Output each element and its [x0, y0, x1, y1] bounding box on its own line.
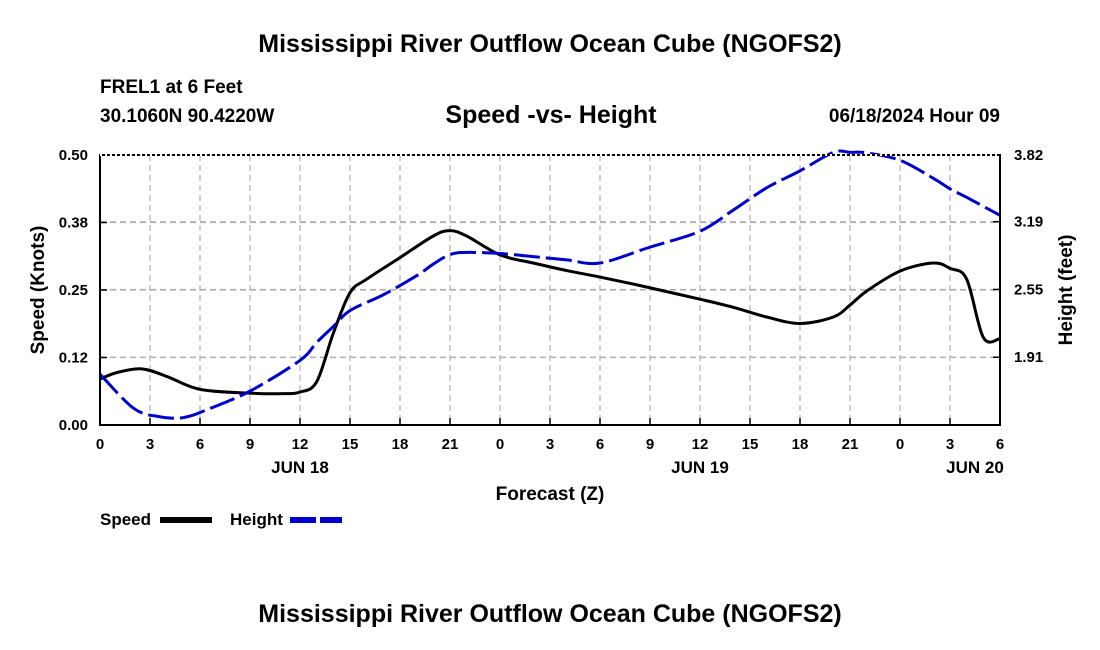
y-left-tick-label: 0.25 [59, 282, 88, 299]
station-coords: 30.1060N 90.4220W [100, 106, 275, 127]
legend-height-label: Height [230, 510, 283, 529]
station-name: FREL1 at 6 Feet [100, 77, 243, 98]
legend: Speed Height [100, 510, 342, 529]
y-right-tick-label: 3.82 [1014, 147, 1043, 164]
day-label: JUN 18 [271, 458, 329, 477]
x-tick-label: 9 [246, 436, 254, 453]
height-series-line [98, 149, 1001, 420]
speed-height-chart: 0 3 6 9 12 15 18 21 0 3 6 9 12 15 18 21 0 3 6 JUN 18 JUN 19 J… [28, 147, 1077, 529]
y-left-tick-label: 0.38 [59, 215, 88, 232]
x-tick-label: 6 [596, 436, 604, 453]
day-label: JUN 20 [946, 458, 1004, 477]
x-tick-label: 3 [146, 436, 154, 453]
x-tick-label: 3 [546, 436, 554, 453]
x-tick-label: 15 [342, 436, 359, 453]
x-tick-label: 21 [442, 436, 459, 453]
x-tick-label: 3 [946, 436, 954, 453]
page-title: Mississippi River Outflow Ocean Cube (NG… [258, 30, 842, 58]
x-tick-label: 0 [896, 436, 904, 453]
y-right-tick-label: 1.91 [1014, 349, 1043, 366]
x-tick-label: 9 [646, 436, 654, 453]
x-tick-label: 0 [96, 436, 104, 453]
chart-title: Speed -vs- Height [445, 101, 657, 129]
y-right-tick-label: 3.19 [1014, 214, 1043, 231]
day-label: JUN 19 [671, 458, 729, 477]
y-right-tick-label: 2.55 [1014, 281, 1043, 298]
x-tick-label: 18 [792, 436, 809, 453]
legend-speed-label: Speed [100, 510, 151, 529]
series-layer [98, 149, 1001, 420]
grid-lines [100, 154, 1000, 425]
x-tick-label: 15 [742, 436, 759, 453]
x-tick-label: 0 [496, 436, 504, 453]
x-tick-label: 6 [196, 436, 204, 453]
y-left-tick-label: 0.00 [59, 417, 88, 434]
x-tick-label: 18 [392, 436, 409, 453]
y-axis-label-right: Height (feet) [1056, 235, 1077, 346]
y-axis-label-left: Speed (Knots) [28, 226, 49, 355]
x-tick-label: 12 [692, 436, 709, 453]
y-left-tick-label: 0.12 [59, 350, 88, 367]
speed-series-line [99, 229, 1001, 396]
axis-ticks: 0 3 6 9 12 15 18 21 0 3 6 9 12 15 18 21 0 3 6 JUN 18 JUN 19 J… [59, 147, 1043, 477]
x-tick-label: 12 [292, 436, 309, 453]
x-tick-label: 21 [842, 436, 859, 453]
x-tick-label: 6 [996, 436, 1004, 453]
x-axis-label: Forecast (Z) [496, 484, 605, 505]
forecast-datetime: 06/18/2024 Hour 09 [828, 106, 1000, 127]
y-left-tick-label: 0.50 [59, 147, 88, 164]
footer-title: Mississippi River Outflow Ocean Cube (NG… [258, 600, 842, 628]
